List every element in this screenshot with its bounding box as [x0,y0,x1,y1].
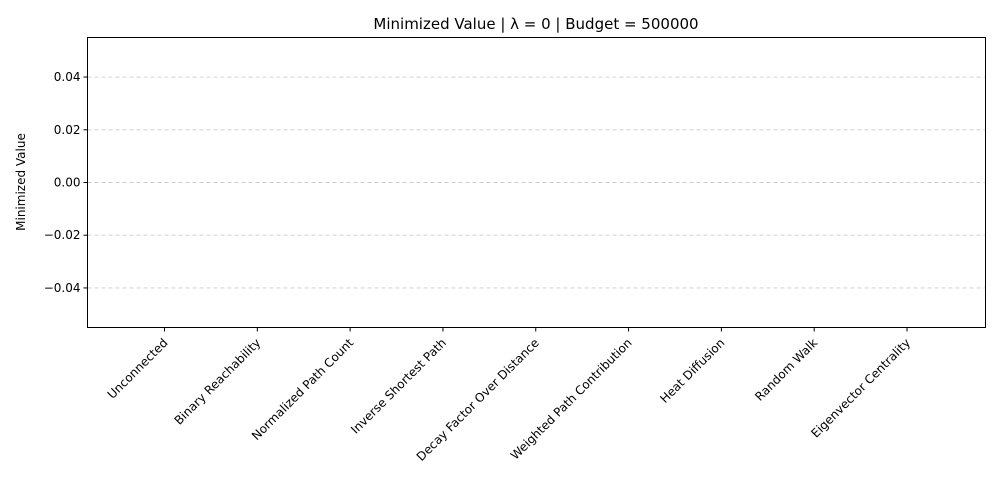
y-axis-label: Minimized Value [14,133,28,231]
y-tick-label: −0.02 [44,228,81,242]
y-axis: −0.04 −0.02 0.00 0.02 0.04 [44,70,88,295]
x-tick-label: Random Walk [752,336,820,404]
x-tick-label: Eigenvector Centrality [808,336,913,441]
chart-title: Minimized Value | λ = 0 | Budget = 50000… [373,15,698,33]
x-tick-label: Unconnected [105,336,171,402]
y-tick-label: −0.04 [44,281,81,295]
y-tick-label: 0.04 [54,70,81,84]
grid-layer [87,76,986,289]
x-tick-label: Normalized Path Count [249,336,356,443]
y-tick-label: 0.02 [54,123,81,137]
x-tick-label: Binary Reachability [172,336,264,428]
x-tick-label: Inverse Shortest Path [348,336,449,437]
x-axis: Unconnected Binary ReachabilityNormalized… [105,327,913,464]
x-tick-label: Heat Diffusion [657,336,727,406]
y-tick-label: 0.00 [54,176,81,190]
